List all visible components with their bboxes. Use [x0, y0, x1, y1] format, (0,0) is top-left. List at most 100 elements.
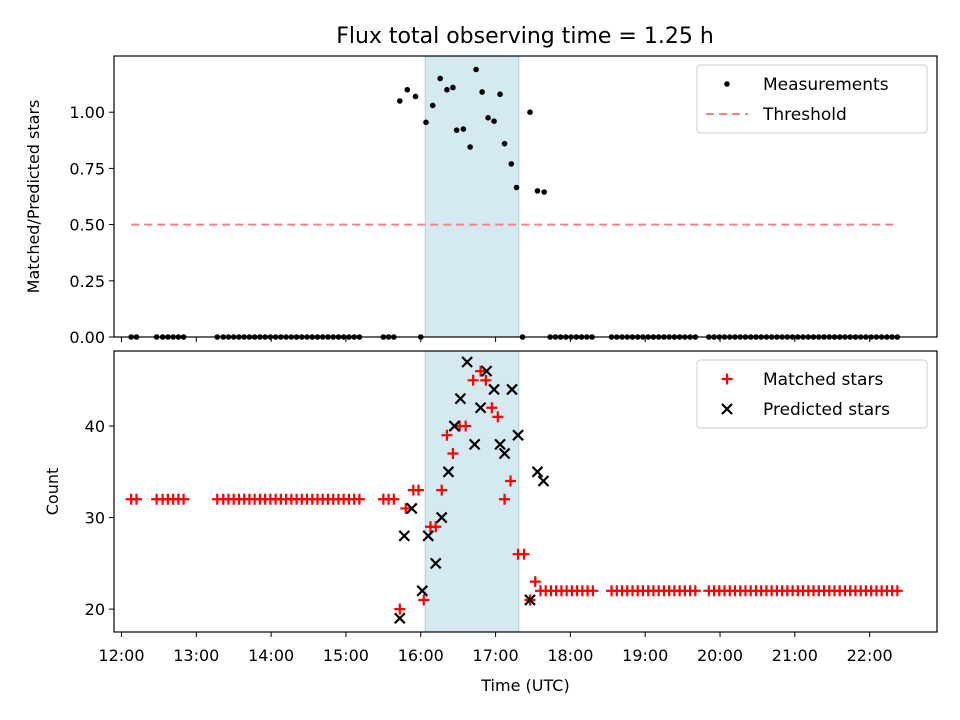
measurement-point: [491, 118, 497, 124]
top-highlight-span: [424, 55, 520, 338]
predicted-star-marker: [422, 530, 435, 542]
y-tick-label: 40: [85, 417, 105, 436]
matched-star-marker: [499, 493, 511, 505]
y-tick-label: 0.25: [69, 272, 105, 291]
matched-star-marker: [475, 365, 487, 377]
matched-star-marker: [178, 493, 190, 505]
top-axes-frame: [113, 55, 938, 338]
measurement-point: [513, 184, 520, 191]
measurement-point: [479, 89, 485, 95]
legend-label: Predicted stars: [763, 400, 890, 420]
top-axes: 0.00 0.25 0.50 0.75 1.00 Matched/Predicted s…: [24, 55, 938, 347]
matched-star-marker: [587, 585, 599, 597]
predicted-star-marker: [405, 502, 418, 515]
x-tick-label: 19:00: [622, 646, 668, 665]
x-tick-label: 18:00: [547, 646, 593, 665]
measurement-point: [444, 86, 450, 93]
matched-star-marker: [447, 448, 459, 460]
measurement-point: [534, 188, 541, 194]
legend-label: Matched stars: [763, 370, 883, 390]
matched-star-marker: [518, 548, 530, 560]
matched-star-marker: [353, 493, 365, 505]
predicted-star-marker: [537, 475, 550, 487]
bottom-axes: 20 30 40 12:00 13:00 14:00 15:00 16:00 17:00 18:0…: [43, 350, 938, 695]
matched-star-marker: [130, 493, 142, 505]
y-tick-label: 30: [85, 509, 105, 528]
predicted-star-marker: [454, 392, 467, 405]
measurement-point: [485, 115, 491, 121]
top-y-axis-label: Matched/Predicted stars: [24, 100, 43, 294]
matched-star-marker: [505, 475, 517, 487]
measurement-point: [527, 109, 533, 115]
measurement-point: [437, 75, 444, 82]
measurement-point: [460, 126, 467, 132]
x-tick-label: 15:00: [323, 646, 369, 665]
predicted-star-marker: [442, 466, 455, 478]
measurement-point: [501, 140, 508, 147]
predicted-star-marker: [468, 438, 481, 451]
x-tick-label: 21:00: [772, 646, 818, 665]
matched-star-marker: [460, 420, 472, 432]
measurement-point: [412, 93, 419, 100]
legend-box: [696, 359, 928, 429]
matched-star-marker: [413, 484, 425, 496]
x-tick-label: 14:00: [248, 646, 294, 665]
predicted-star-marker: [461, 356, 473, 368]
matched-star-marker: [492, 411, 504, 423]
y-tick-label: 20: [85, 600, 105, 619]
matched-star-marker: [400, 502, 412, 514]
matched-star-marker: [486, 402, 498, 414]
measurement-point: [497, 91, 503, 98]
predicted-star-marker: [488, 383, 500, 396]
bottom-x-axis-label: Time (UTC): [480, 676, 569, 695]
matched-star-marker: [467, 374, 479, 386]
predicted-star-marker: [429, 557, 442, 570]
legend-matched-key: [721, 373, 733, 385]
legend-measurement-key: [724, 81, 730, 87]
predicted-star-marker: [480, 365, 493, 377]
matched-star-marker: [891, 585, 903, 597]
matched-star-marker: [689, 585, 701, 597]
predicted-star-marker: [416, 585, 429, 597]
x-tick-label: 13:00: [173, 646, 219, 665]
matched-star-marker: [418, 594, 430, 606]
measurement-point: [508, 161, 515, 167]
x-tick-label: 12:00: [98, 646, 144, 665]
matched-star-marker: [394, 603, 406, 615]
bottom-data-marks: [125, 356, 903, 625]
predicted-star-marker: [435, 511, 448, 524]
y-tick-label: 0.50: [69, 216, 105, 235]
measurement-point: [541, 189, 548, 195]
matched-star-marker: [529, 576, 541, 588]
predicted-star-marker: [474, 401, 487, 414]
x-tick-label: 17:00: [473, 646, 519, 665]
x-tick-label: 16:00: [398, 646, 444, 665]
matched-star-marker: [388, 493, 400, 505]
measurement-point: [423, 119, 429, 126]
legend-predicted-key: [721, 403, 733, 415]
bottom-legend: Matched stars Predicted stars: [696, 359, 928, 429]
predicted-star-marker: [394, 612, 406, 625]
y-tick-label: 0.00: [69, 328, 105, 347]
predicted-star-marker: [498, 447, 511, 460]
predicted-star-marker: [512, 429, 524, 441]
measurement-point: [429, 102, 436, 109]
measurement-point: [404, 86, 411, 93]
measurement-point: [450, 84, 456, 91]
top-legend: Measurements Threshold: [696, 64, 928, 134]
bottom-y-axis-label: Count: [43, 468, 62, 516]
predicted-star-marker: [398, 530, 411, 542]
matched-star-marker: [436, 484, 448, 496]
predicted-star-marker: [448, 420, 461, 432]
predicted-star-marker: [524, 594, 536, 606]
matched-star-marker: [441, 429, 453, 441]
measurement-point: [453, 127, 460, 133]
predicted-star-marker: [531, 466, 544, 478]
measurement-point: [467, 144, 473, 150]
matched-star-marker: [430, 521, 442, 533]
bottom-highlight-span: [424, 350, 520, 633]
matched-star-marker: [480, 374, 492, 386]
bottom-ticks: 20 30 40 12:00 13:00 14:00 15:00 16:00 17:00 18:0…: [85, 417, 893, 665]
predicted-star-marker: [494, 438, 506, 451]
